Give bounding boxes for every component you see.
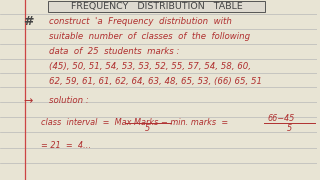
Text: class  interval  =  Max Marks − min. marks  =: class interval = Max Marks − min. marks … xyxy=(41,118,234,127)
Text: →: → xyxy=(24,96,33,106)
Text: (45), 50, 51, 54, 53, 53, 52, 55, 57, 54, 58, 60,: (45), 50, 51, 54, 53, 53, 52, 55, 57, 54… xyxy=(49,62,251,71)
Text: data  of  25  students  marks :: data of 25 students marks : xyxy=(49,47,180,56)
Text: suitable  number  of  classes  of  the  following: suitable number of classes of the follow… xyxy=(49,31,250,40)
Text: 62, 59, 61, 61, 62, 64, 63, 48, 65, 53, (66) 65, 51: 62, 59, 61, 61, 62, 64, 63, 48, 65, 53, … xyxy=(49,77,262,86)
Text: solution :: solution : xyxy=(49,96,89,105)
Text: 5: 5 xyxy=(145,124,150,133)
Text: 66−45: 66−45 xyxy=(268,114,295,123)
Text: FREQUENCY   DISTRIBUTION   TABLE: FREQUENCY DISTRIBUTION TABLE xyxy=(71,2,243,11)
FancyBboxPatch shape xyxy=(48,1,265,12)
Text: = 21  =  4…: = 21 = 4… xyxy=(41,141,91,150)
Text: construct  'a  Frequency  distribution  with: construct 'a Frequency distribution with xyxy=(49,17,232,26)
Text: #: # xyxy=(23,15,34,28)
Text: 5: 5 xyxy=(287,124,292,133)
